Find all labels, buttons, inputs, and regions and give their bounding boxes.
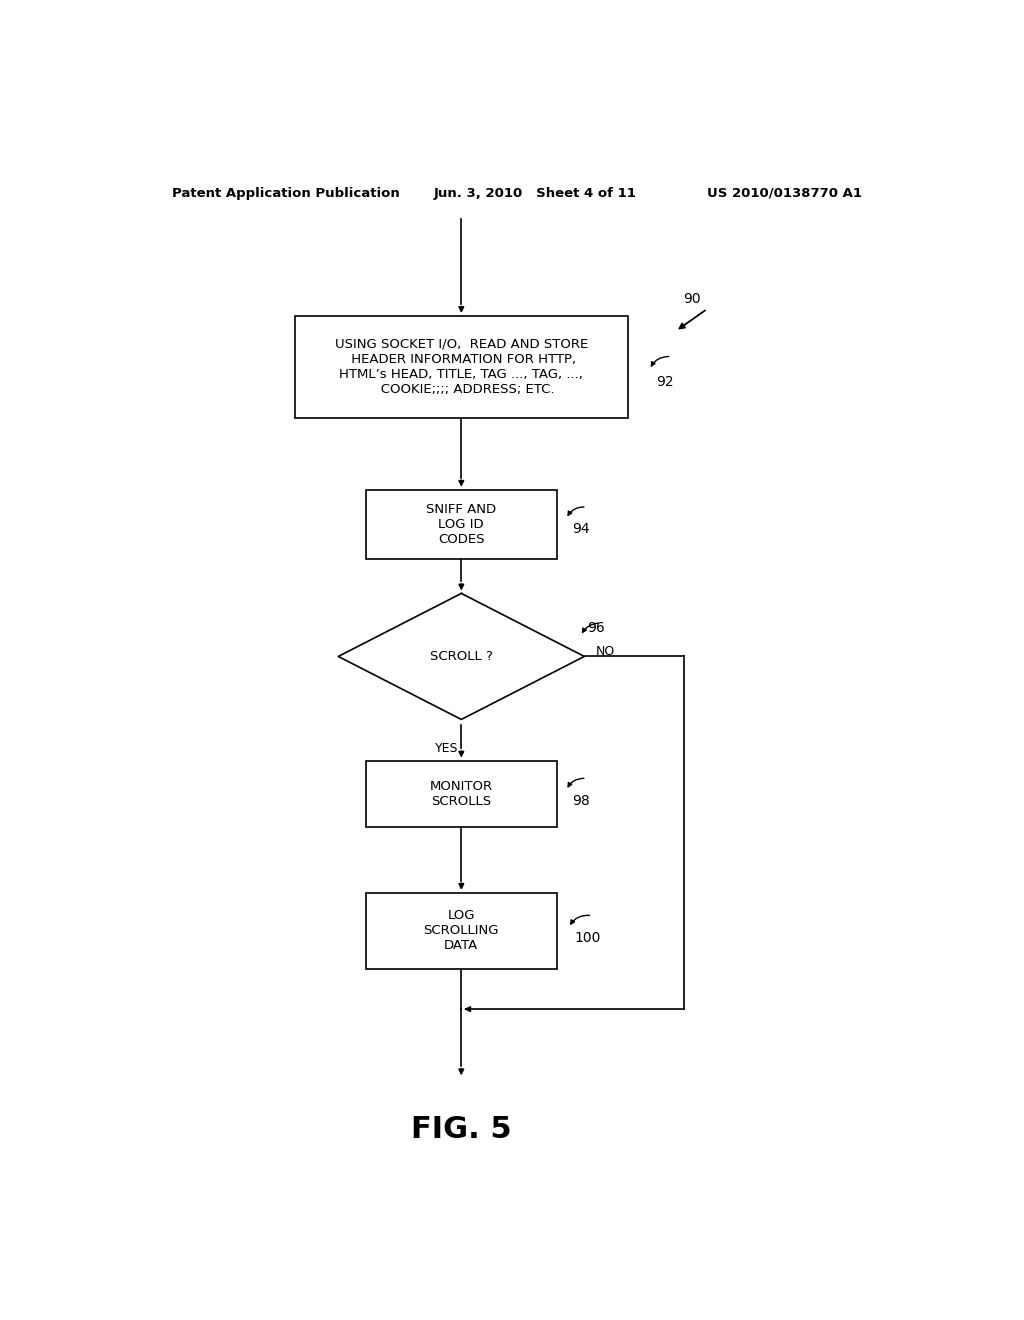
Text: 96: 96 [587, 620, 604, 635]
Text: 94: 94 [572, 523, 590, 536]
Polygon shape [338, 594, 585, 719]
FancyBboxPatch shape [367, 490, 557, 558]
Text: US 2010/0138770 A1: US 2010/0138770 A1 [708, 187, 862, 199]
Text: 100: 100 [574, 931, 601, 945]
FancyBboxPatch shape [295, 315, 628, 417]
Text: USING SOCKET I/O,  READ AND STORE
 HEADER INFORMATION FOR HTTP,
HTML’s HEAD, TIT: USING SOCKET I/O, READ AND STORE HEADER … [335, 338, 588, 396]
Text: LOG
SCROLLING
DATA: LOG SCROLLING DATA [424, 909, 499, 952]
Text: 90: 90 [684, 292, 701, 306]
Text: Patent Application Publication: Patent Application Publication [172, 187, 399, 199]
Text: YES: YES [435, 742, 459, 755]
Text: 92: 92 [655, 375, 674, 389]
FancyBboxPatch shape [367, 892, 557, 969]
Text: MONITOR
SCROLLS: MONITOR SCROLLS [430, 780, 493, 808]
Text: Jun. 3, 2010   Sheet 4 of 11: Jun. 3, 2010 Sheet 4 of 11 [433, 187, 636, 199]
FancyBboxPatch shape [367, 760, 557, 826]
Text: NO: NO [596, 645, 615, 657]
Text: SNIFF AND
LOG ID
CODES: SNIFF AND LOG ID CODES [426, 503, 497, 545]
Text: 98: 98 [572, 793, 590, 808]
Text: FIG. 5: FIG. 5 [411, 1114, 512, 1143]
Text: SCROLL ?: SCROLL ? [430, 649, 493, 663]
